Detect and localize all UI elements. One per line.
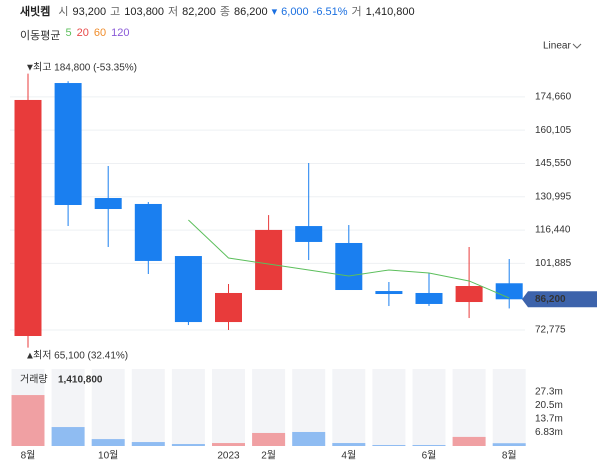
ma-line xyxy=(188,219,510,299)
y-tick-label: 130,995 xyxy=(535,191,572,202)
y-tick-label: 174,660 xyxy=(535,91,572,102)
volume-panel xyxy=(492,369,526,446)
ma-legend-entry: 5 xyxy=(65,27,72,39)
volume-panel xyxy=(412,369,446,446)
open-value: 93,200 xyxy=(72,6,107,18)
close-value: 86,200 xyxy=(233,6,268,18)
volume-bar xyxy=(332,443,366,446)
candle-body xyxy=(495,283,523,300)
candle-body xyxy=(255,229,283,291)
volume-bar xyxy=(412,445,446,446)
volume-bar xyxy=(252,432,286,446)
volume-tick-label: 20.5m xyxy=(535,400,563,411)
x-tick-label: 8월 xyxy=(21,450,36,462)
candle-body xyxy=(295,226,323,242)
y-tick-label: 145,550 xyxy=(535,158,572,169)
volume-tick-label: 13.7m xyxy=(535,414,563,425)
ma-legend-entry: 60 xyxy=(93,27,107,39)
volume-panel xyxy=(91,369,125,446)
candle-body xyxy=(375,291,403,295)
candle-body xyxy=(174,256,202,323)
volume-panel xyxy=(332,369,366,446)
min-annotation: 최저 65,100 (32.41%) xyxy=(33,350,128,362)
x-tick-label: 8월 xyxy=(502,450,517,462)
scale-toggle[interactable]: Linear xyxy=(543,41,571,52)
candle-body xyxy=(215,292,242,323)
volume-panel xyxy=(452,369,486,446)
candle-body xyxy=(134,203,162,261)
change: 6,000 xyxy=(281,6,309,18)
volume-panel xyxy=(131,369,165,446)
volume-tick-label: 6.83m xyxy=(535,427,563,438)
ma-legend-entry: 20 xyxy=(76,27,89,39)
candle-body xyxy=(54,83,82,205)
volume-bar xyxy=(171,444,205,446)
x-tick-label: 4월 xyxy=(341,450,356,462)
x-tick-label: 2023 xyxy=(217,451,240,462)
y-tick-label: 160,105 xyxy=(535,125,572,136)
y-tick-label: 116,440 xyxy=(535,225,571,236)
x-tick-label: 10월 xyxy=(98,450,118,462)
close-label: 종 xyxy=(219,6,230,18)
ma-legend-entry: 120 xyxy=(111,27,130,39)
candle-body xyxy=(455,286,483,303)
max-annotation: 최고 184,800 (-53.35%) xyxy=(33,62,137,74)
candle-body xyxy=(94,198,122,210)
y-tick-label: 72,775 xyxy=(535,325,566,336)
candle-body xyxy=(415,292,443,304)
change-pct: -6.51% xyxy=(312,6,348,18)
volume-panel xyxy=(212,369,245,446)
volume-bar xyxy=(292,431,326,446)
last-price-tag xyxy=(522,291,597,308)
high-label: 고 xyxy=(110,6,121,18)
volume-panel xyxy=(372,369,406,446)
volume-bar xyxy=(131,442,165,446)
y-tick-label: 101,885 xyxy=(535,258,572,269)
min-arrow: ▲ xyxy=(25,351,35,362)
low-value: 82,200 xyxy=(182,6,216,18)
volume-bar xyxy=(11,395,45,446)
ma-title: 이동평균 xyxy=(20,30,61,42)
volume-bar xyxy=(492,443,526,446)
volume-title: 거래량 xyxy=(20,374,48,386)
high-value: 103,800 xyxy=(124,6,165,18)
volume-bar xyxy=(212,443,245,446)
max-arrow: ▼ xyxy=(25,63,35,74)
volume-bar xyxy=(372,445,406,446)
volume-panel xyxy=(171,369,205,446)
volume-tick-label: 27.3m xyxy=(535,387,563,398)
header: 새빗켐 시 93,200 고 103,800 저 82,200 종 86,200 ▾ 6,… xyxy=(20,3,415,19)
x-tick-label: 2월 xyxy=(261,450,276,462)
chevron[interactable] xyxy=(572,43,582,49)
volume-bar xyxy=(452,436,486,446)
candle-body xyxy=(335,242,363,291)
volume-current: 1,410,800 xyxy=(58,375,103,386)
volume-bar xyxy=(51,427,85,446)
volume-value: 1,410,800 xyxy=(365,6,415,18)
last-price-label: 86,200 xyxy=(535,294,566,305)
stock-name: 새빗켐 xyxy=(20,6,51,18)
volume-bar xyxy=(91,439,125,446)
open-label: 시 xyxy=(58,6,69,18)
ma-legend: 이동평균 5 20 60 120 xyxy=(20,27,129,43)
volume-label: 거 xyxy=(351,6,362,18)
low-label: 저 xyxy=(168,6,179,18)
candle-body xyxy=(14,99,42,337)
x-tick-label: 6월 xyxy=(422,450,437,462)
down-arrow: ▾ xyxy=(271,6,278,18)
